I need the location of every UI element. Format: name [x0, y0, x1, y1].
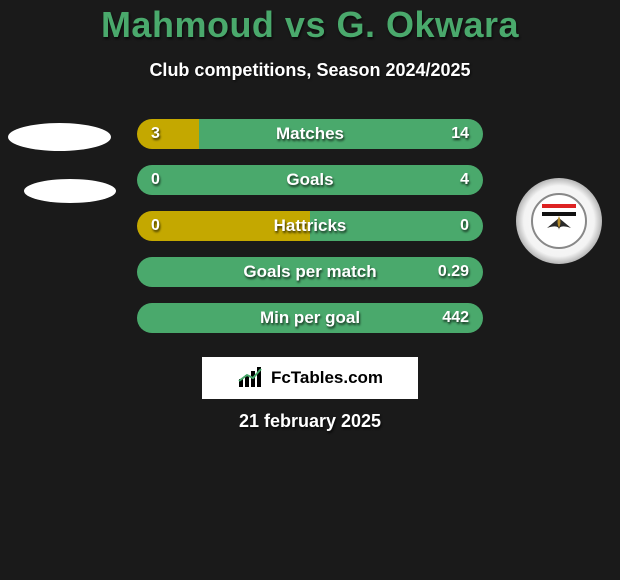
chart-icon — [237, 367, 265, 389]
stat-value-right: 14 — [451, 119, 469, 149]
stat-value-right: 4 — [460, 165, 469, 195]
stat-row: Matches3 14 — [0, 111, 620, 157]
brand-label: FcTables.com — [271, 368, 383, 388]
stat-value-right: 0 — [460, 211, 469, 241]
stat-bar: Goals per match0.29 — [137, 257, 483, 287]
stat-label: Min per goal — [137, 303, 483, 333]
stat-bar: Goals0 4 — [137, 165, 483, 195]
brand-box[interactable]: FcTables.com — [202, 357, 418, 399]
stat-bar: Min per goal442 — [137, 303, 483, 333]
stat-value-left: 0 — [151, 165, 160, 195]
stat-label: Goals per match — [137, 257, 483, 287]
stat-value-left: 3 — [151, 119, 160, 149]
stat-row: Goals0 4 — [0, 157, 620, 203]
stat-row: Min per goal442 — [0, 295, 620, 341]
stat-value-right: 442 — [442, 303, 469, 333]
stat-bar: Hattricks0 0 — [137, 211, 483, 241]
stat-label: Goals — [137, 165, 483, 195]
subtitle: Club competitions, Season 2024/2025 — [0, 60, 620, 81]
stat-label: Matches — [137, 119, 483, 149]
stat-rows: Matches314Goals04Hattricks00Goals per ma… — [0, 111, 620, 341]
stat-row: Hattricks0 0 — [0, 203, 620, 249]
stat-label: Hattricks — [137, 211, 483, 241]
stat-row: Goals per match0.29 — [0, 249, 620, 295]
stat-bar: Matches3 14 — [137, 119, 483, 149]
page-title: Mahmoud vs G. Okwara — [0, 4, 620, 46]
stat-value-left: 0 — [151, 211, 160, 241]
date-label: 21 february 2025 — [0, 411, 620, 432]
stat-value-right: 0.29 — [438, 257, 469, 287]
